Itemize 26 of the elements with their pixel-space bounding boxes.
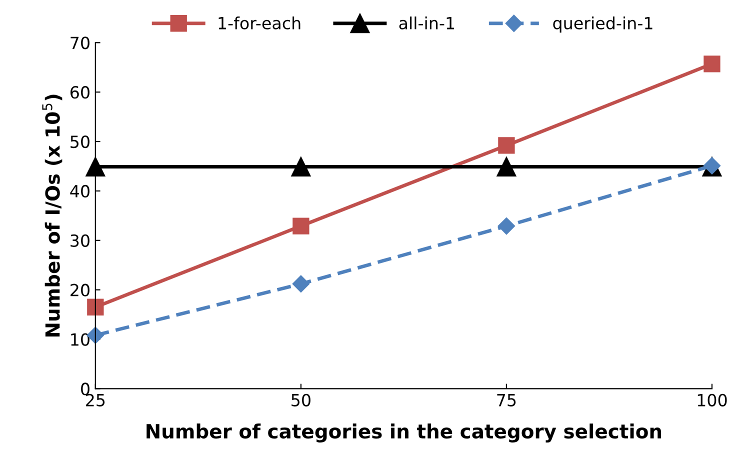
y-tick-label: 20 xyxy=(70,284,90,296)
point xyxy=(704,56,720,72)
point xyxy=(292,275,310,292)
x-tick-label: 75 xyxy=(497,394,516,406)
point xyxy=(87,298,104,316)
y-tick-label: 10 xyxy=(71,333,90,346)
y-axis-title: Number of I/Os (x 10$^{5}$) xyxy=(42,94,62,336)
legend-label: all-in-1 xyxy=(399,16,454,30)
legend-label: 1-for-each xyxy=(218,16,300,30)
point xyxy=(86,157,106,176)
y-tick-label: 0 xyxy=(81,382,90,396)
y-tick-label: 30 xyxy=(70,234,90,247)
point xyxy=(496,157,516,176)
point xyxy=(291,157,311,176)
x-tick-label: 50 xyxy=(292,394,310,406)
x-tick-label: 100 xyxy=(698,394,727,406)
x-tick-label: 25 xyxy=(86,394,105,406)
legend-label: queried-in-1 xyxy=(553,16,652,33)
point xyxy=(292,218,310,234)
y-tick-label: 50 xyxy=(70,135,90,148)
x-axis-title: Number of categories in the category selection xyxy=(146,424,662,443)
y-tick-label: 70 xyxy=(70,36,90,50)
point xyxy=(498,218,516,235)
point xyxy=(498,137,515,154)
y-tick-label: 60 xyxy=(70,86,90,99)
y-tick-label: 40 xyxy=(70,184,90,198)
